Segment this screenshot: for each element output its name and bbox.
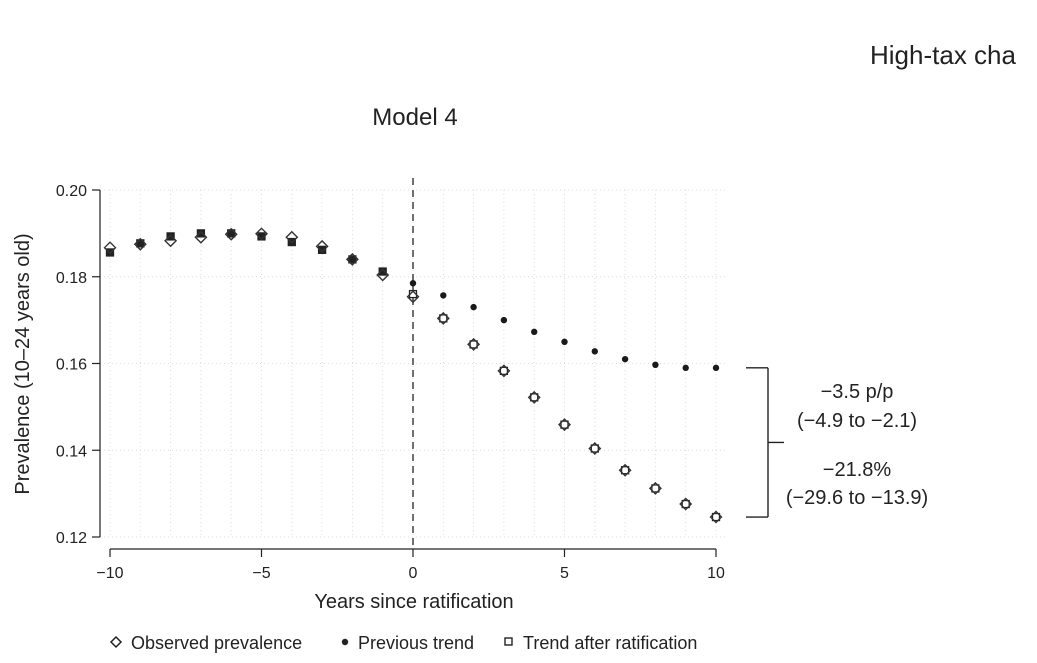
trend-after-point bbox=[317, 245, 327, 255]
observed-point bbox=[406, 290, 420, 304]
x-tick-label: −10 bbox=[96, 565, 123, 582]
legend-item-trend-after: Trend after ratification bbox=[504, 633, 697, 653]
trend-after-point bbox=[469, 340, 478, 349]
legend-label-trend-after: Trend after ratification bbox=[523, 633, 697, 653]
y-tick-label: 0.16 bbox=[56, 357, 87, 374]
observed-point bbox=[527, 390, 541, 404]
previous-trend-point bbox=[531, 328, 538, 336]
axes bbox=[99, 190, 716, 550]
observed-point bbox=[648, 481, 662, 495]
previous-trend-point bbox=[409, 280, 417, 287]
legend-label-observed: Observed prevalence bbox=[131, 633, 302, 653]
previous-trend-point bbox=[470, 303, 477, 311]
observed-point bbox=[376, 268, 390, 282]
y-tick-label: 0.14 bbox=[56, 443, 87, 460]
previous-trend-point bbox=[591, 348, 598, 355]
x-tick-label: −5 bbox=[252, 565, 270, 582]
annotation-rel-value: −21.8% bbox=[823, 459, 892, 481]
chart-title: Model 4 bbox=[372, 104, 457, 131]
observed-point bbox=[618, 463, 632, 477]
legend-dot-icon bbox=[341, 638, 349, 646]
legend-square-icon bbox=[504, 637, 513, 646]
y-tick-label: 0.20 bbox=[56, 183, 87, 200]
annotation-abs-value: −3.5 p/p bbox=[821, 381, 894, 403]
legend-diamond-icon bbox=[109, 635, 123, 649]
trend-after-point bbox=[499, 366, 509, 376]
observed-point bbox=[588, 442, 602, 456]
trend-after-point bbox=[530, 393, 539, 402]
previous-trend-point bbox=[561, 338, 568, 346]
trend-after-point bbox=[166, 232, 175, 241]
observed-point bbox=[436, 311, 450, 325]
observed-point bbox=[285, 230, 299, 244]
trend-after-point bbox=[711, 512, 721, 522]
legend: Observed prevalence Previous trend Trend… bbox=[109, 633, 697, 653]
legend-label-previous-trend: Previous trend bbox=[358, 633, 474, 653]
trend-after-point bbox=[378, 267, 387, 276]
trend-after-point bbox=[681, 499, 690, 509]
x-axis-label: Years since ratification bbox=[314, 591, 513, 613]
x-tick-label: 0 bbox=[409, 565, 418, 582]
effect-bracket bbox=[746, 367, 784, 518]
trend-after-point bbox=[136, 239, 145, 248]
trend-after-point bbox=[439, 314, 448, 323]
previous-trend-point bbox=[682, 364, 689, 372]
x-tick-label: 10 bbox=[707, 565, 725, 582]
trend-after-point bbox=[560, 420, 569, 429]
observed-point bbox=[558, 418, 571, 432]
trend-after-point bbox=[348, 255, 357, 264]
y-axis-ticks: 0.12 0.14 0.16 0.18 0.20 bbox=[56, 183, 100, 547]
trend-after-point bbox=[590, 444, 599, 453]
trend-after-point bbox=[196, 229, 206, 238]
annotation-rel-ci: (−29.6 to −13.9) bbox=[786, 487, 928, 509]
observed-point bbox=[315, 239, 329, 253]
trend-after-point bbox=[227, 229, 236, 238]
trend-after-point bbox=[651, 484, 660, 493]
observed-point bbox=[679, 497, 693, 511]
annotation-abs-ci: (−4.9 to −2.1) bbox=[797, 410, 917, 432]
y-axis-label: Prevalence (10–24 years old) bbox=[12, 233, 34, 494]
x-tick-label: 5 bbox=[560, 565, 569, 582]
observed-point bbox=[255, 227, 268, 241]
y-tick-label: 0.12 bbox=[56, 530, 87, 547]
previous-trend-point bbox=[500, 316, 508, 324]
observed-point bbox=[194, 230, 208, 244]
effect-annotation: −3.5 p/p (−4.9 to −2.1) −21.8% (−29.6 to… bbox=[786, 381, 928, 509]
legend-item-observed: Observed prevalence bbox=[109, 633, 302, 653]
x-axis-ticks: −10 −5 0 5 10 bbox=[96, 549, 725, 582]
observed-point bbox=[103, 241, 117, 255]
observed-point bbox=[345, 252, 359, 266]
corner-title: High-tax cha bbox=[870, 40, 1016, 70]
observed-point bbox=[467, 337, 481, 351]
legend-item-previous-trend: Previous trend bbox=[341, 633, 474, 653]
observed-point bbox=[133, 237, 147, 251]
observed-point bbox=[224, 227, 238, 241]
y-tick-label: 0.18 bbox=[56, 270, 87, 287]
observed-point bbox=[497, 364, 511, 378]
previous-trend-point bbox=[652, 361, 659, 369]
trend-after-point bbox=[620, 466, 630, 475]
previous-trend-point bbox=[440, 292, 447, 299]
previous-trend-point bbox=[712, 364, 720, 372]
previous-trend-point bbox=[621, 355, 629, 363]
data-marks bbox=[103, 227, 723, 524]
observed-point bbox=[164, 234, 178, 248]
observed-point bbox=[709, 510, 723, 524]
